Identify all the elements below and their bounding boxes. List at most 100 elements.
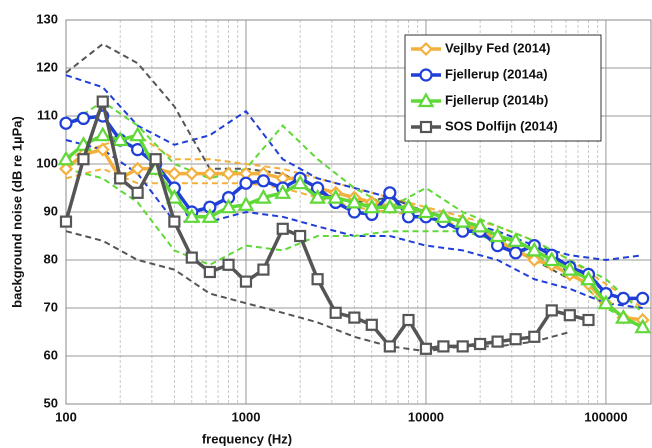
x-tick-label: 100000 (584, 409, 627, 424)
marker (435, 208, 452, 223)
y-axis-label: background noise (dB re 1µPa) (9, 116, 24, 308)
marker (311, 273, 324, 286)
marker (383, 186, 397, 200)
marker (255, 188, 272, 204)
marker (58, 161, 74, 176)
marker (419, 342, 433, 355)
y-tick-label: 120 (36, 59, 58, 74)
marker (545, 304, 558, 317)
legend-label: Fjellerup (2014a) (445, 66, 548, 81)
marker (329, 306, 342, 319)
marker (309, 188, 326, 204)
marker (76, 111, 91, 126)
marker (363, 198, 381, 214)
marker (94, 126, 112, 142)
marker (345, 193, 363, 209)
marker (130, 161, 145, 176)
marker (417, 203, 435, 219)
y-tick-label: 70 (44, 299, 58, 314)
marker (256, 174, 271, 188)
marker (402, 313, 415, 327)
marker (419, 68, 433, 82)
marker (634, 318, 652, 334)
legend-label: SOS Dolfijn (2014) (445, 118, 558, 133)
marker (237, 196, 255, 211)
marker (184, 166, 199, 181)
marker (383, 340, 396, 353)
marker (543, 251, 561, 267)
marker (489, 227, 506, 243)
marker (131, 143, 145, 157)
y-tick-label: 60 (44, 347, 58, 362)
range-line (65, 74, 643, 262)
marker (348, 311, 361, 324)
marker (400, 198, 417, 214)
marker (183, 208, 201, 223)
marker (129, 126, 147, 142)
x-tick-label: 10000 (408, 409, 444, 424)
marker (636, 291, 650, 305)
marker (525, 241, 543, 257)
marker (131, 186, 144, 199)
marker (417, 92, 435, 108)
marker (274, 184, 292, 199)
marker (203, 265, 216, 279)
marker (276, 222, 289, 235)
marker (202, 166, 217, 181)
marker (96, 95, 109, 108)
marker (167, 166, 182, 181)
marker (474, 337, 487, 351)
marker (614, 308, 632, 324)
marker (507, 232, 525, 247)
marker (381, 198, 399, 214)
legend-label: Vejlby Fed (2014) (445, 40, 551, 55)
legend-label: Fjellerup (2014b) (445, 92, 548, 107)
marker (57, 150, 75, 166)
marker (419, 120, 433, 134)
y-tick-label: 80 (44, 251, 58, 266)
marker (59, 215, 73, 228)
y-tick-label: 130 (36, 11, 58, 26)
y-tick-label: 50 (44, 395, 58, 410)
marker (239, 176, 253, 190)
marker (291, 174, 309, 190)
marker (327, 188, 345, 204)
marker (149, 153, 162, 166)
marker (582, 313, 595, 327)
marker (220, 198, 237, 214)
marker (561, 260, 579, 276)
marker (527, 252, 542, 268)
marker (201, 208, 219, 223)
marker (59, 116, 73, 130)
marker (95, 142, 110, 157)
marker (454, 212, 472, 228)
y-tick-label: 110 (37, 107, 58, 122)
marker (437, 340, 450, 353)
marker (456, 340, 469, 353)
marker (616, 291, 630, 305)
marker (365, 318, 378, 331)
marker (77, 153, 90, 166)
x-tick-label: 100 (55, 409, 77, 424)
marker (418, 41, 434, 57)
marker (509, 246, 523, 260)
range-line (65, 100, 644, 314)
marker (239, 275, 253, 288)
marker (111, 131, 129, 147)
legend-box (404, 34, 602, 142)
marker (580, 270, 597, 286)
marker (257, 263, 270, 276)
marker (165, 188, 183, 204)
x-axis-label: frequency (Hz) (202, 431, 292, 446)
marker (168, 215, 181, 228)
marker (185, 251, 198, 264)
marker (491, 335, 504, 348)
marker (597, 294, 615, 310)
marker (528, 330, 541, 343)
marker (294, 229, 307, 243)
marker (509, 333, 522, 346)
plot-frame (65, 19, 652, 405)
marker (221, 166, 236, 181)
marker (114, 172, 127, 185)
